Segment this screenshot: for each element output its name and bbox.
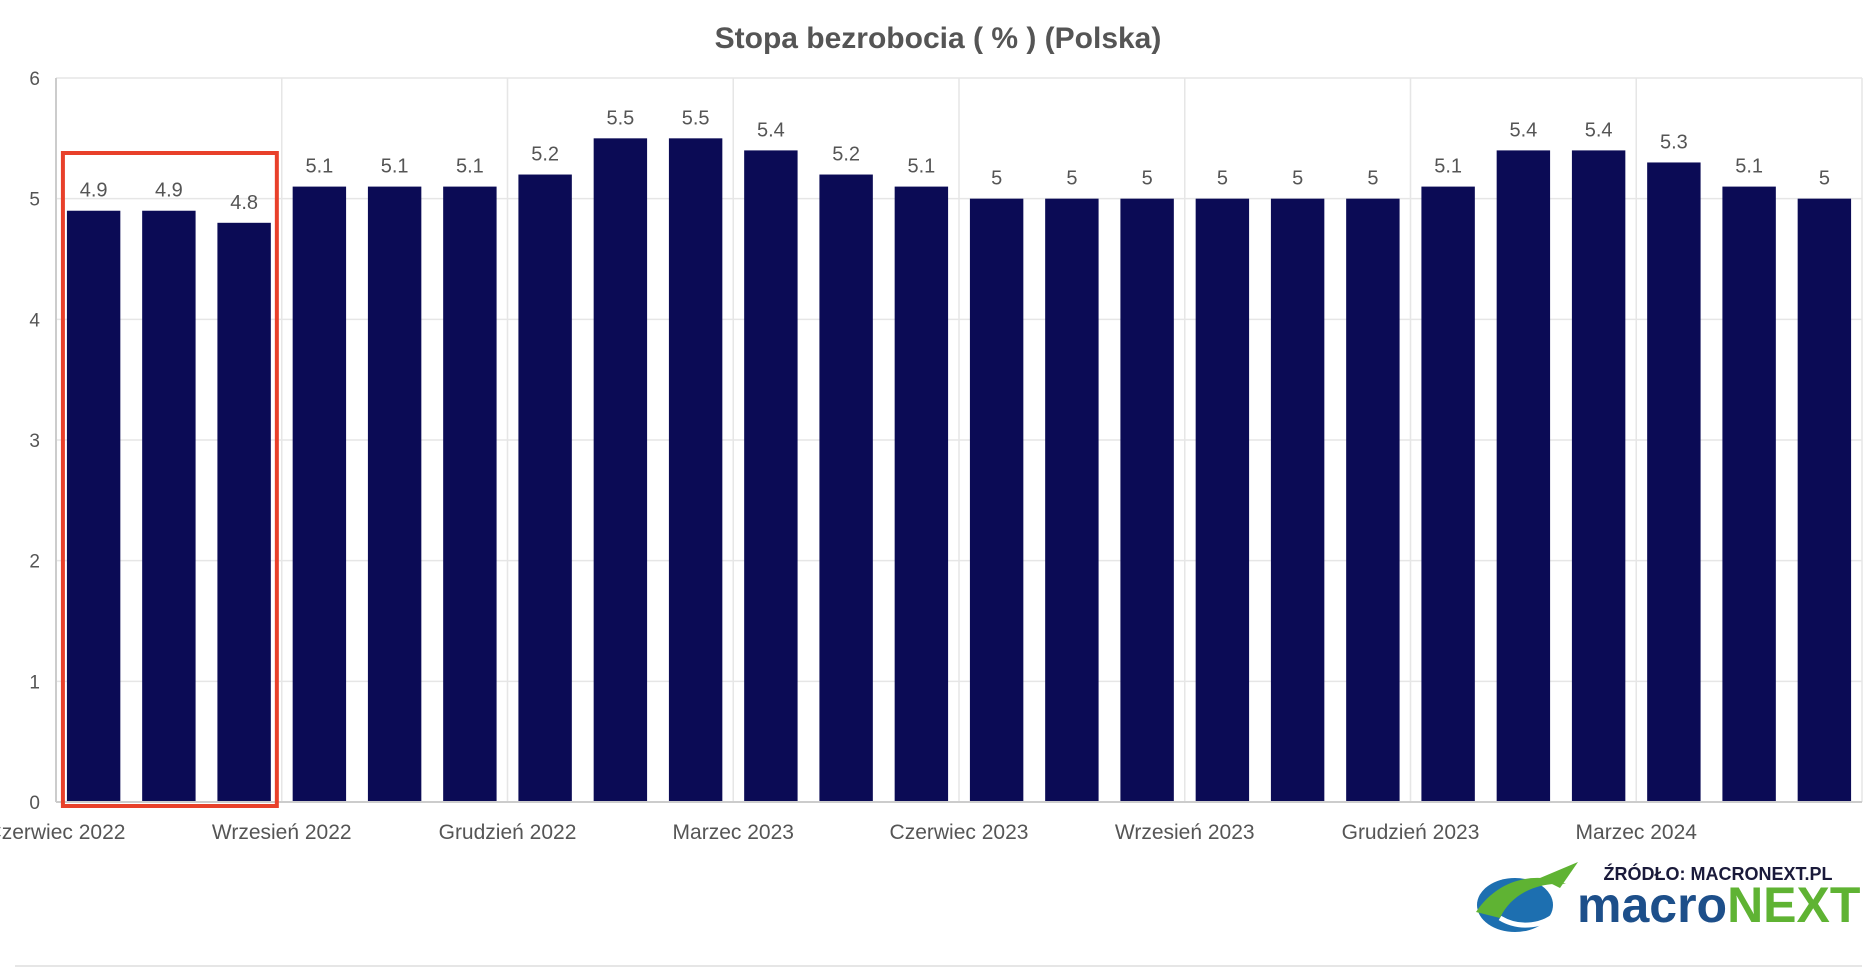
- x-tick-label: Wrzesień 2022: [212, 821, 352, 844]
- bar: [1421, 186, 1475, 803]
- bar-value-label: 5: [1142, 168, 1153, 190]
- bar: [1195, 198, 1250, 802]
- bar: [1496, 150, 1551, 802]
- y-tick-label: 0: [29, 793, 40, 814]
- grid: [55, 77, 1863, 803]
- bar-value-label: 5.1: [1735, 156, 1763, 178]
- bar: [142, 210, 196, 802]
- x-tick-label: Czerwiec 2023: [890, 821, 1029, 844]
- bars: [66, 138, 1852, 803]
- highlight-box: [60, 151, 279, 808]
- bar-value-label: 5.1: [456, 156, 484, 178]
- bar-value-label: 5: [1217, 168, 1228, 190]
- bar: [1647, 162, 1701, 802]
- bar-value-label: 5.4: [1509, 119, 1537, 141]
- bar: [292, 186, 347, 803]
- bar: [1571, 150, 1626, 802]
- bar-value-label: 5.1: [907, 156, 935, 178]
- logo-wordmark: macroNEXT: [1577, 877, 1860, 933]
- bar: [894, 186, 949, 803]
- bar-value-label: 4.9: [80, 180, 108, 202]
- bar-value-label: 5: [1066, 168, 1077, 190]
- y-tick-label: 6: [29, 69, 40, 90]
- bar-value-label: 4.8: [230, 192, 258, 214]
- y-tick-label: 1: [29, 672, 40, 693]
- bar-value-label: 5.1: [381, 156, 409, 178]
- bar-value-label: 5.5: [682, 107, 710, 129]
- y-tick-label: 3: [29, 431, 40, 452]
- bar-value-label: 5.2: [531, 144, 559, 166]
- bar: [744, 150, 798, 802]
- bar: [217, 222, 271, 803]
- x-tick-label: Czerwiec 2022: [0, 821, 125, 844]
- axes: 0 1 2 3 4 5 6 Czerwiec 2022 Wrzesień 2022 Grudzie…: [0, 69, 1862, 844]
- y-tick-label: 5: [29, 190, 40, 211]
- x-tick-label: Marzec 2023: [673, 821, 794, 844]
- bar: [367, 186, 422, 803]
- bar-value-label: 5.2: [832, 144, 860, 166]
- bar: [1120, 198, 1174, 802]
- bar: [443, 186, 497, 803]
- chart-title: Stopa bezrobocia ( % ) (Polska): [715, 22, 1162, 55]
- globe-swoosh-icon: [1476, 862, 1578, 932]
- bar-value-label: 5.4: [757, 119, 785, 141]
- bar-value-label: 5: [1367, 168, 1378, 190]
- source-text: ŹRÓDŁO: MACRONEXT.PL: [1604, 863, 1833, 884]
- bar-value-label: 5.1: [305, 156, 333, 178]
- bar: [593, 138, 648, 803]
- bar-value-label: 5: [1819, 168, 1830, 190]
- x-tick-label: Wrzesień 2023: [1115, 821, 1255, 844]
- bar: [819, 174, 873, 803]
- bar-value-label: 5.5: [606, 107, 634, 129]
- bar-value-label: 4.9: [155, 180, 183, 202]
- source-logo: ŹRÓDŁO: MACRONEXT.PL macroNEXT: [1476, 862, 1860, 933]
- bar: [1346, 198, 1400, 802]
- y-tick-label: 2: [29, 552, 40, 573]
- bar: [66, 210, 121, 802]
- bar-value-label: 5.1: [1434, 156, 1462, 178]
- bar: [1270, 198, 1325, 802]
- bar-value-label: 5.3: [1660, 131, 1688, 153]
- bar: [1045, 198, 1099, 802]
- bar: [668, 138, 723, 803]
- x-tick-label: Grudzień 2022: [439, 821, 577, 844]
- y-tick-label: 4: [29, 310, 40, 331]
- bar-value-label: 5.4: [1585, 119, 1613, 141]
- data-labels: 4.9 4.9 4.8 5.1 5.1 5.1 5.2 5.5 5.5 5.4 5.2 5.1 5 5 5 5…: [80, 107, 1830, 213]
- bar-value-label: 5: [991, 168, 1002, 190]
- bar-value-label: 5: [1292, 168, 1303, 190]
- x-tick-label: Marzec 2024: [1576, 821, 1698, 844]
- bar: [1797, 198, 1852, 802]
- bar: [518, 174, 572, 803]
- x-tick-label: Grudzień 2023: [1342, 821, 1480, 844]
- bar: [969, 198, 1024, 802]
- bar: [1722, 186, 1776, 803]
